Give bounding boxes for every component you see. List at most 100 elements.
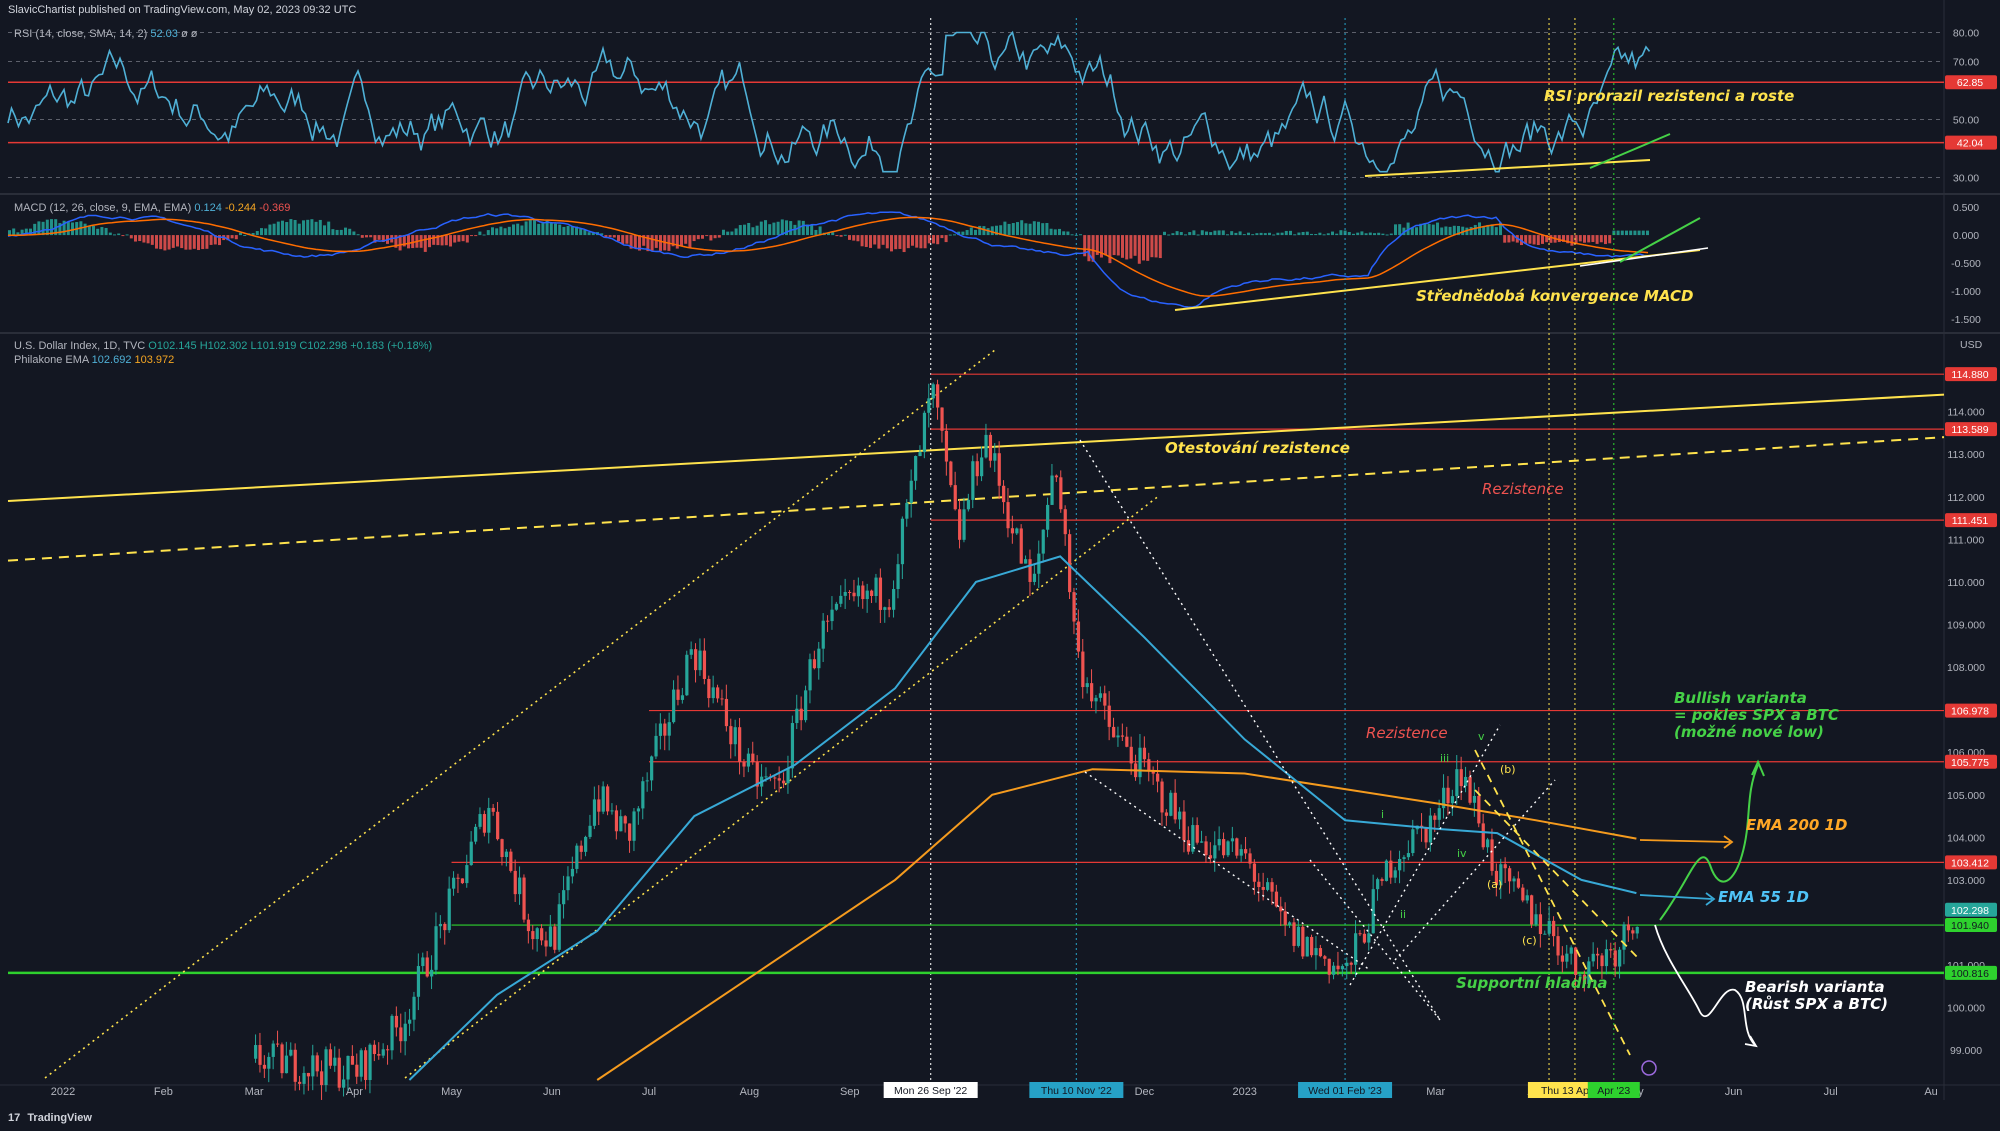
ema-legend[interactable]: Philakone EMA 102.692 103.972 [14,354,174,366]
candle-body [1521,887,1525,901]
rsi-legend[interactable]: RSI (14, close, SMA, 14, 2) 52.03 ø ø [14,28,197,40]
candle-body [795,708,799,724]
time-highlight-tag [1298,1082,1393,1098]
macd-hist-bar [33,223,37,236]
candle-body [1512,878,1516,882]
macd-hist-bar [1352,233,1355,236]
macd-hist-bar [705,235,709,237]
symbol-legend[interactable]: U.S. Dollar Index, 1D, TVC O102.145 H102… [14,340,432,352]
macd-hist-bar [428,235,431,248]
rsi-legend-value: 52.03 [150,28,178,40]
time-tick-label: 2023 [1232,1086,1256,1098]
candle-body [1604,949,1609,967]
macd-hist-bar [1062,231,1066,236]
macd-legend[interactable]: MACD (12, 26, close, 9, EMA, EMA) 0.124 … [14,202,290,214]
level-price-tag [1945,855,1997,870]
macd-hist-bar [411,235,415,249]
rsi-level-tag [1945,135,1997,150]
macd-hist-bar [818,226,822,236]
macd-hist-bar [1499,222,1502,236]
macd-hist-bar [1016,222,1019,236]
trendline [7,393,1945,503]
macd-hist-bar [579,228,583,236]
macd-hist-bar [692,235,696,242]
candle-body [1393,870,1397,878]
macd-hist-bar [617,235,620,242]
macd-hist-bar [957,231,961,236]
annotation-resistance-lower: Rezistence [1366,724,1448,742]
candle-body [1164,812,1169,816]
candle-body [1002,485,1006,503]
macd-hist-bar [327,221,331,236]
candle-body [729,726,733,745]
macd-hist-bar [293,220,297,236]
candle-body [333,1057,337,1066]
candle-body [698,650,702,671]
candle-body [1582,974,1587,985]
macd-hist-bar [1045,222,1049,236]
macd-hist-bar [856,235,860,242]
candle-body [812,659,817,669]
candle-body [1006,502,1010,529]
macd-hist-bar [71,222,74,236]
macd-hist-bar [1205,231,1208,236]
candles [254,379,1639,1100]
candle-body [1032,573,1037,582]
wave-label-iii: iii [1440,752,1450,765]
macd-hist-bar [1091,235,1095,262]
macd-hist-bar [297,223,301,236]
macd-hist-bar [717,235,721,238]
macd-hist-bar [764,220,767,236]
candle-body [518,877,522,895]
macd-hist-bar [1591,235,1595,242]
macd-hist-bar [1440,227,1444,236]
macd-hist-bar [537,223,541,236]
macd-hist-bar [1524,235,1528,244]
bullish-line-2: = pokles SPX a BTC [1674,706,1839,724]
macd-hist-bar [1595,235,1599,244]
macd-hist-bar [1511,235,1515,242]
ema200-value: 103.972 [134,354,175,366]
macd-hist-bar [696,235,700,240]
macd-hist-bar [625,235,629,244]
candle-body [526,919,531,932]
level-price-tag [1945,754,1997,769]
macd-hist-bar [659,235,662,251]
candle-body [1543,933,1547,935]
price-tick-label: 105.000 [1947,790,1985,802]
candle-body [474,826,478,842]
candle-body [1481,823,1485,848]
candle-body [777,778,781,781]
candle-body [689,649,693,655]
macd-hist-bar [146,235,150,244]
macd-hist-bar [1104,235,1108,256]
candle-body [1587,961,1591,985]
candle-body [782,780,786,784]
level-price-label: 113.589 [1951,424,1988,436]
candle-body [1068,534,1072,593]
candle-body [786,768,790,784]
macd-hist-bar [184,235,188,250]
bullish-line-3: (možné nové low) [1674,723,1824,741]
candle-body [364,1050,368,1081]
candle-body [606,786,610,812]
macd-signal-value: -0.244 [224,202,257,214]
macd-tick-label: -1.500 [1951,314,1981,326]
macd-hist-bar [902,235,906,253]
macd-hist-bar [66,221,70,236]
time-highlight-label: Mon 26 Sep '22 [894,1085,967,1097]
candle-body [346,1055,350,1080]
macd-hist-bar [1469,226,1473,236]
macd-hist-bar [1167,234,1171,236]
footer-brand[interactable]: 17 TradingView [8,1112,92,1124]
macd-hist-bar [944,235,948,243]
macd-hist-bar [738,225,742,236]
candle-body [478,814,482,827]
macd-hist-bar [134,235,137,242]
candle-body [1433,815,1437,820]
macd-hist-bar [831,232,835,236]
macd-hist-bar [482,234,486,236]
macd-hist-bar [864,235,868,247]
macd-hist-bar [1541,235,1544,244]
